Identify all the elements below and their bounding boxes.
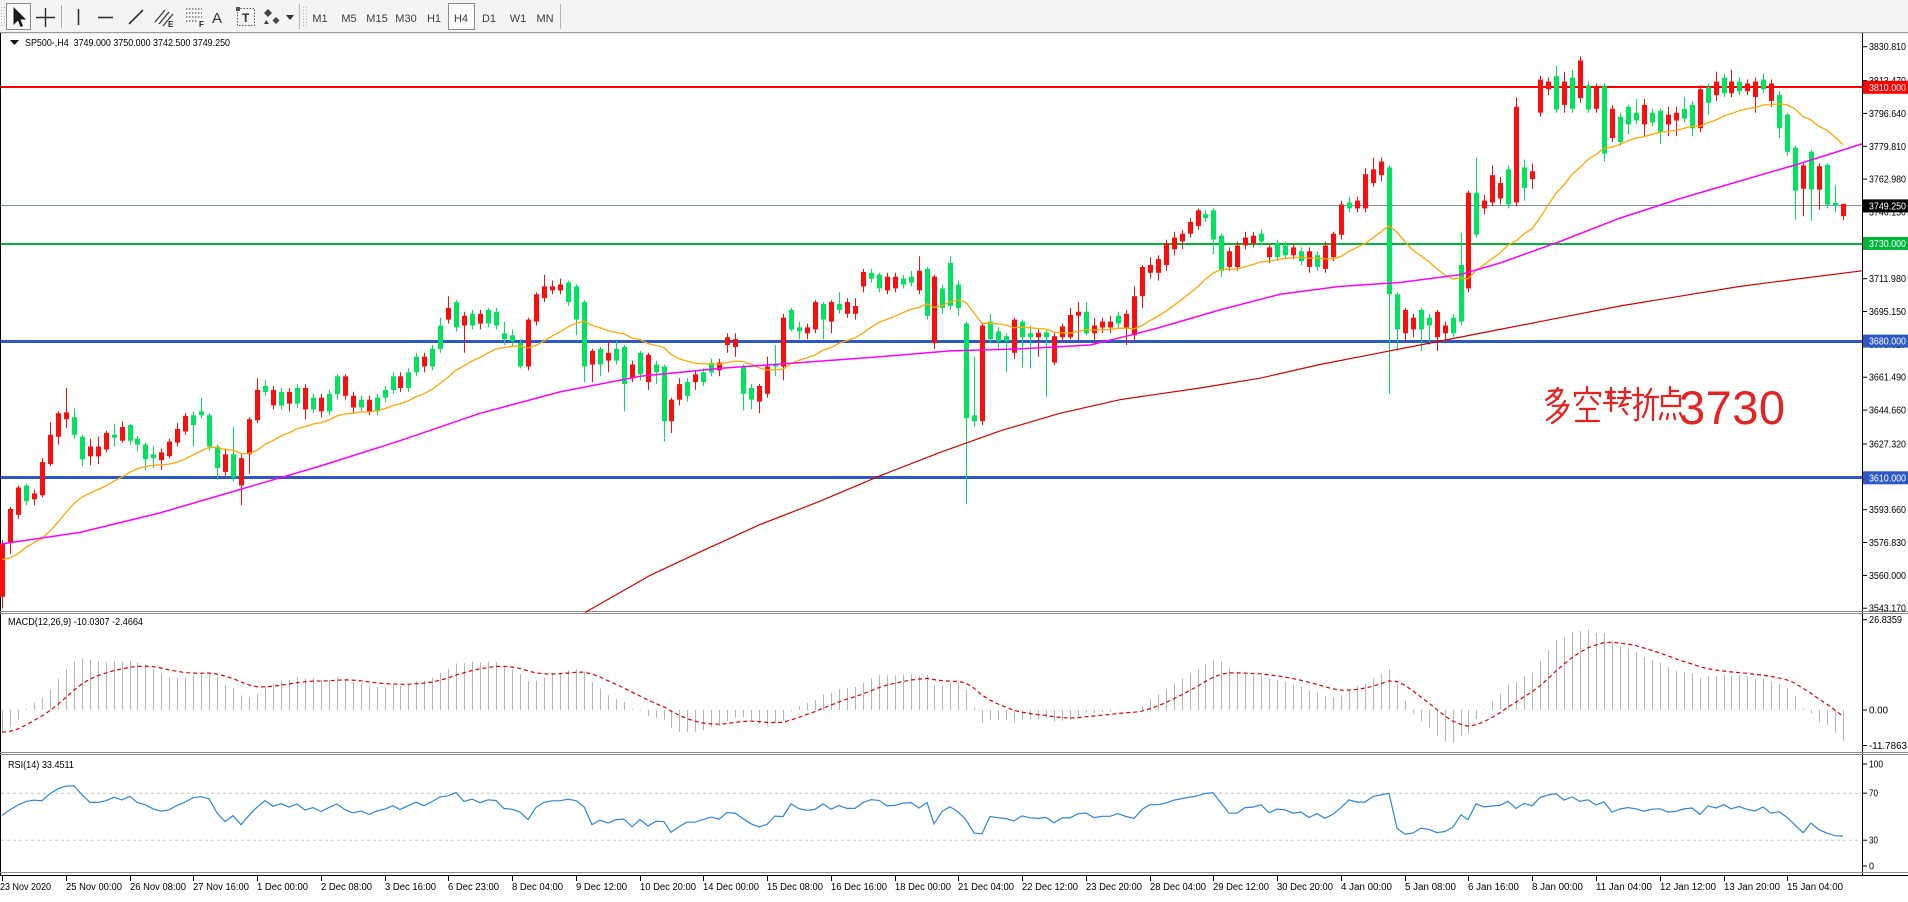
svg-text:15 Jan 04:00: 15 Jan 04:00: [1787, 882, 1844, 893]
svg-text:26 Nov 08:00: 26 Nov 08:00: [130, 882, 187, 893]
svg-text:70: 70: [1869, 789, 1878, 800]
svg-text:W1: W1: [510, 13, 527, 25]
svg-text:23 Dec 20:00: 23 Dec 20:00: [1086, 882, 1143, 893]
svg-text:5 Jan 08:00: 5 Jan 08:00: [1405, 882, 1457, 893]
svg-text:8 Dec 04:00: 8 Dec 04:00: [512, 882, 564, 893]
svg-text:M1: M1: [312, 13, 327, 25]
svg-text:2 Dec 08:00: 2 Dec 08:00: [321, 882, 373, 893]
svg-text:H4: H4: [454, 13, 468, 25]
svg-text:3560.000: 3560.000: [1869, 571, 1906, 582]
svg-text:3779.810: 3779.810: [1869, 142, 1906, 153]
svg-text:M30: M30: [395, 13, 416, 25]
svg-text:E: E: [168, 20, 174, 29]
svg-text:16 Dec 16:00: 16 Dec 16:00: [831, 882, 888, 893]
svg-text:H1: H1: [427, 13, 441, 25]
svg-text:MN: MN: [536, 13, 553, 25]
svg-text:A: A: [212, 10, 222, 27]
svg-text:13 Jan 20:00: 13 Jan 20:00: [1724, 882, 1781, 893]
svg-text:22 Dec 12:00: 22 Dec 12:00: [1022, 882, 1079, 893]
svg-text:3644.660: 3644.660: [1869, 406, 1906, 417]
svg-text:6 Jan 16:00: 6 Jan 16:00: [1468, 882, 1520, 893]
svg-text:RSI(14) 33.4511: RSI(14) 33.4511: [8, 759, 74, 771]
svg-text:4 Jan 00:00: 4 Jan 00:00: [1341, 882, 1393, 893]
svg-text:3749.250: 3749.250: [1869, 201, 1906, 212]
svg-text:-11.7863: -11.7863: [1869, 741, 1908, 752]
svg-text:SP500-,H4 3749.000 3750.000 3: SP500-,H4 3749.000 3750.000 3742.500 374…: [25, 38, 230, 49]
svg-text:23 Nov 2020: 23 Nov 2020: [0, 882, 52, 893]
svg-text:3746.150: 3746.150: [1869, 208, 1906, 219]
svg-text:18 Dec 00:00: 18 Dec 00:00: [895, 882, 952, 893]
svg-text:14 Dec 00:00: 14 Dec 00:00: [703, 882, 760, 893]
svg-text:3576.830: 3576.830: [1869, 538, 1906, 549]
svg-text:3543.170: 3543.170: [1869, 604, 1906, 615]
svg-text:3830.810: 3830.810: [1869, 42, 1906, 53]
svg-text:9 Dec 12:00: 9 Dec 12:00: [576, 882, 628, 893]
svg-text:25 Nov 00:00: 25 Nov 00:00: [66, 882, 123, 893]
svg-text:100: 100: [1869, 760, 1883, 771]
svg-text:3730.000: 3730.000: [1869, 239, 1906, 250]
svg-text:3796.640: 3796.640: [1869, 109, 1906, 120]
svg-text:15 Dec 08:00: 15 Dec 08:00: [767, 882, 824, 893]
svg-text:F: F: [199, 20, 204, 29]
svg-text:M15: M15: [366, 13, 387, 25]
svg-text:3680.000: 3680.000: [1869, 337, 1906, 348]
svg-text:3711.980: 3711.980: [1869, 274, 1907, 285]
svg-text:MACD(12,26,9) -10.0307 -2.4664: MACD(12,26,9) -10.0307 -2.4664: [8, 616, 143, 628]
svg-text:1 Dec 00:00: 1 Dec 00:00: [257, 882, 309, 893]
svg-text:3593.660: 3593.660: [1869, 505, 1906, 516]
svg-text:6 Dec 23:00: 6 Dec 23:00: [448, 882, 500, 893]
svg-text:M5: M5: [341, 13, 356, 25]
svg-text:3627.320: 3627.320: [1869, 440, 1906, 451]
svg-text:11 Jan 04:00: 11 Jan 04:00: [1596, 882, 1653, 893]
svg-text:3 Dec 16:00: 3 Dec 16:00: [385, 882, 437, 893]
svg-text:8 Jan 00:00: 8 Jan 00:00: [1532, 882, 1584, 893]
svg-text:3762.980: 3762.980: [1869, 175, 1906, 186]
svg-text:D1: D1: [482, 13, 496, 25]
svg-text:30 Dec 20:00: 30 Dec 20:00: [1277, 882, 1334, 893]
svg-text:3810.000: 3810.000: [1869, 83, 1906, 94]
svg-text:29 Dec 12:00: 29 Dec 12:00: [1213, 882, 1270, 893]
svg-text:30: 30: [1869, 836, 1878, 847]
svg-text:3661.490: 3661.490: [1869, 373, 1906, 384]
svg-text:T: T: [242, 11, 250, 25]
svg-text:3695.150: 3695.150: [1869, 307, 1906, 318]
svg-text:27 Nov 16:00: 27 Nov 16:00: [193, 882, 250, 893]
svg-text:21 Dec 04:00: 21 Dec 04:00: [958, 882, 1015, 893]
svg-text:26.8359: 26.8359: [1869, 615, 1902, 626]
svg-text:0: 0: [1869, 862, 1875, 873]
svg-text:3730: 3730: [1679, 381, 1785, 434]
svg-text:0.00: 0.00: [1869, 706, 1889, 717]
svg-text:28 Dec 04:00: 28 Dec 04:00: [1150, 882, 1207, 893]
svg-text:10 Dec 20:00: 10 Dec 20:00: [640, 882, 697, 893]
svg-text:3610.000: 3610.000: [1869, 473, 1906, 484]
svg-text:12 Jan 12:00: 12 Jan 12:00: [1660, 882, 1717, 893]
